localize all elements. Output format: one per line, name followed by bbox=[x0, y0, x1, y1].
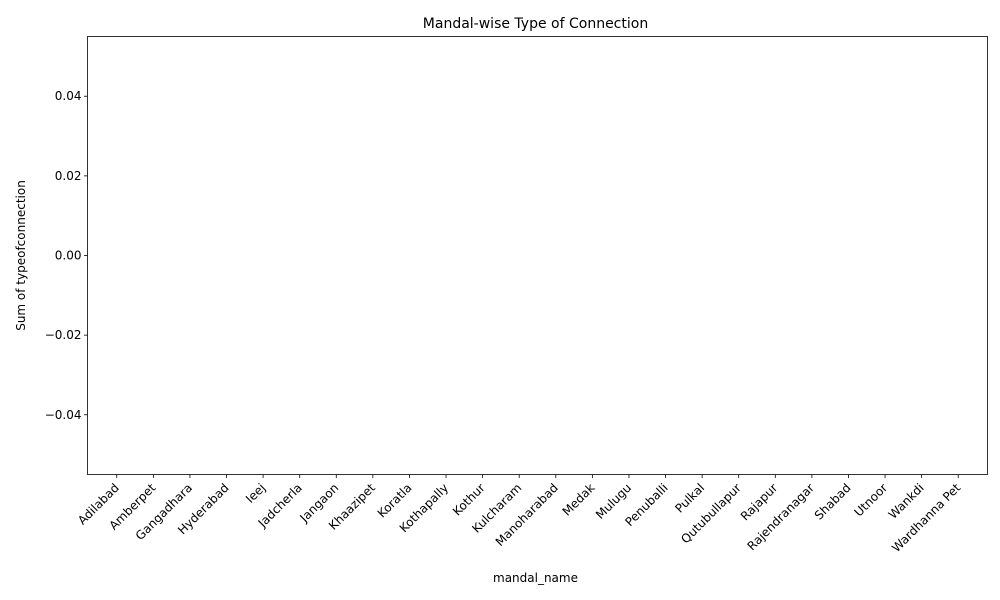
y-tick-label: 0.04 bbox=[55, 89, 82, 103]
y-tick-label: −0.04 bbox=[45, 408, 82, 422]
y-axis-label: Sum of typeofconnection bbox=[14, 180, 28, 331]
y-tick-label: −0.02 bbox=[45, 328, 82, 342]
y-tick-label: 0.02 bbox=[55, 169, 82, 183]
plot-frame bbox=[87, 36, 988, 475]
y-tick-label: 0.00 bbox=[55, 249, 82, 263]
chart-title: Mandal-wise Type of Connection bbox=[423, 16, 648, 32]
y-axis-ticks: −0.04 −0.02 0.00 0.02 0.04 bbox=[45, 89, 88, 422]
x-axis-label: mandal_name bbox=[493, 571, 578, 585]
